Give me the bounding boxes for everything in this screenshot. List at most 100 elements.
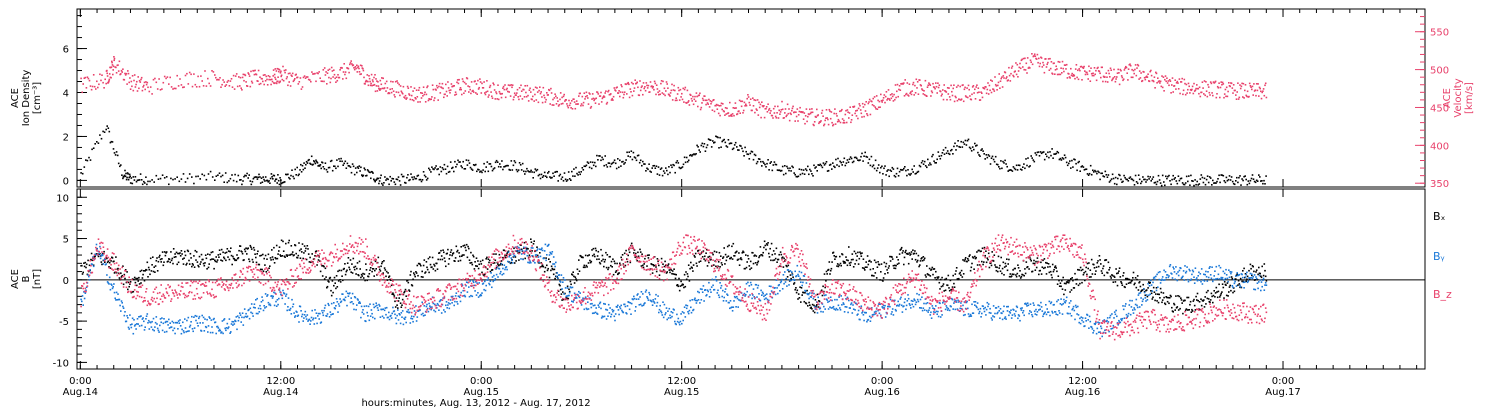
velocity-series-point bbox=[588, 103, 590, 105]
density-series-point bbox=[856, 158, 858, 160]
velocity-series-point bbox=[549, 103, 551, 105]
by-series-point bbox=[236, 316, 238, 318]
bx-series-point bbox=[896, 256, 898, 258]
density-series-point bbox=[707, 144, 709, 146]
by-series-point bbox=[163, 318, 165, 320]
velocity-series-point bbox=[785, 108, 787, 110]
bx-series-point bbox=[295, 253, 297, 255]
by-series-point bbox=[185, 331, 187, 333]
bx-series-point bbox=[181, 250, 183, 252]
bx-series-point bbox=[753, 263, 755, 265]
velocity-series-point bbox=[951, 91, 953, 93]
density-series-point bbox=[785, 173, 787, 175]
velocity-series-point bbox=[423, 86, 425, 88]
density-series-point bbox=[925, 165, 927, 167]
density-series-point bbox=[563, 180, 565, 182]
density-series-point bbox=[411, 177, 413, 179]
bx-series-point bbox=[374, 270, 376, 272]
density-series-point bbox=[770, 161, 772, 163]
density-series-point bbox=[666, 170, 668, 172]
density-series-point bbox=[1212, 180, 1214, 182]
by-series-point bbox=[109, 277, 111, 279]
velocity-series-point bbox=[275, 79, 277, 81]
bx-series-point bbox=[873, 275, 875, 277]
bx-series-point bbox=[373, 268, 375, 270]
velocity-series-point bbox=[1170, 92, 1172, 94]
density-series-point bbox=[101, 138, 103, 140]
bx-series-point bbox=[1163, 292, 1165, 294]
bx-series-point bbox=[696, 265, 698, 267]
velocity-series-point bbox=[745, 104, 747, 106]
bx-series-point bbox=[1068, 282, 1070, 284]
bx-series-point bbox=[285, 243, 287, 245]
velocity-series-point bbox=[322, 81, 324, 83]
velocity-series-point bbox=[497, 84, 499, 86]
bx-series-point bbox=[1062, 288, 1064, 290]
velocity-series-point bbox=[685, 87, 687, 89]
bottom-ylabel-line: [nT] bbox=[32, 269, 43, 289]
bx-series-point bbox=[447, 249, 449, 251]
velocity-series-point bbox=[164, 76, 166, 78]
density-series-point bbox=[520, 164, 522, 166]
velocity-series-point bbox=[1067, 77, 1069, 79]
velocity-series-point bbox=[898, 89, 900, 91]
by-series-point bbox=[312, 319, 314, 321]
by-series-point bbox=[328, 305, 330, 307]
bx-series-point bbox=[897, 263, 899, 265]
by-series-point bbox=[169, 327, 171, 329]
bx-series-point bbox=[1129, 279, 1131, 281]
velocity-series-point bbox=[1019, 67, 1021, 69]
by-series-point bbox=[174, 333, 176, 335]
bx-series-point bbox=[420, 265, 422, 267]
bx-series-point bbox=[482, 260, 484, 262]
velocity-series-point bbox=[614, 87, 616, 89]
bx-series-point bbox=[975, 257, 977, 259]
density-series-point bbox=[90, 159, 92, 161]
bx-series-point bbox=[465, 247, 467, 249]
velocity-series-point bbox=[541, 96, 543, 98]
density-series-point bbox=[381, 183, 383, 185]
density-series-point bbox=[727, 146, 729, 148]
density-series-point bbox=[470, 167, 472, 169]
bx-series-point bbox=[1207, 290, 1209, 292]
density-series-point bbox=[1258, 174, 1260, 176]
velocity-series-point bbox=[759, 107, 761, 109]
density-series-point bbox=[745, 151, 747, 153]
bx-series-point bbox=[704, 256, 706, 258]
density-series-point bbox=[153, 181, 155, 183]
by-series-point bbox=[85, 292, 87, 294]
bx-series-point bbox=[928, 274, 930, 276]
by-series-point bbox=[331, 303, 333, 305]
bx-series-point bbox=[799, 297, 801, 299]
density-series-point bbox=[208, 173, 210, 175]
density-series-point bbox=[1076, 170, 1078, 172]
by-series-point bbox=[191, 316, 193, 318]
density-series-point bbox=[803, 169, 805, 171]
bx-series-point bbox=[383, 260, 385, 262]
velocity-series-point bbox=[769, 108, 771, 110]
bx-series-point bbox=[282, 241, 284, 243]
velocity-series-point bbox=[512, 84, 514, 86]
bx-series-point bbox=[730, 257, 732, 259]
velocity-series-point bbox=[1088, 66, 1090, 68]
velocity-series-point bbox=[729, 102, 731, 104]
density-series-point bbox=[1061, 159, 1063, 161]
bx-series-point bbox=[1057, 283, 1059, 285]
velocity-series-point bbox=[557, 100, 559, 102]
velocity-series-point bbox=[449, 92, 451, 94]
velocity-series-point bbox=[495, 98, 497, 100]
bx-series-point bbox=[833, 252, 835, 254]
velocity-series-point bbox=[691, 98, 693, 100]
bx-series-point bbox=[863, 268, 865, 270]
bx-series-point bbox=[138, 277, 140, 279]
velocity-series-point bbox=[712, 109, 714, 111]
density-series-point bbox=[658, 166, 660, 168]
velocity-series-point bbox=[844, 122, 846, 124]
bx-series-point bbox=[895, 268, 897, 270]
density-series-point bbox=[843, 161, 845, 163]
bx-series-point bbox=[664, 266, 666, 268]
velocity-series-point bbox=[954, 101, 956, 103]
density-series-point bbox=[717, 137, 719, 139]
density-series-point bbox=[661, 167, 663, 169]
bx-series-point bbox=[352, 272, 354, 274]
